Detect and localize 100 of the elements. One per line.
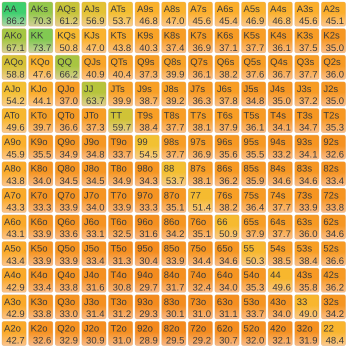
- data-label: 31.0: [192, 308, 212, 320]
- annotation: AKo: [4, 30, 22, 42]
- data-label: 37.4: [166, 42, 184, 54]
- data-label: 33.4: [32, 282, 52, 294]
- annotation: A8s: [164, 4, 180, 15]
- annotation: Q4s: [270, 57, 288, 68]
- data-label: 34.1: [272, 122, 291, 134]
- data-label: 34.0: [86, 202, 105, 214]
- data-label: 50.3: [246, 256, 264, 267]
- data-label: 36.6: [59, 122, 78, 134]
- annotation: 32s: [323, 296, 339, 308]
- annotation: T2s: [323, 110, 340, 122]
- annotation: T6s: [216, 110, 234, 122]
- annotation: K2o: [30, 323, 48, 334]
- annotation: T9o: [110, 137, 127, 148]
- annotation: 75s: [244, 190, 260, 202]
- data-label: 35.9: [246, 176, 264, 187]
- data-label: 61.2: [59, 16, 78, 28]
- data-label: 34.7: [298, 122, 318, 134]
- data-label: 33.2: [272, 149, 291, 160]
- annotation: 99: [137, 137, 148, 148]
- annotation: KQs: [57, 30, 76, 42]
- data-label: 36.0: [298, 229, 318, 240]
- data-label: 32.0: [246, 336, 264, 347]
- annotation: 82s: [323, 164, 339, 175]
- annotation: 94s: [270, 137, 286, 148]
- data-label: 50.8: [59, 42, 78, 54]
- data-label: 33.4: [86, 256, 105, 267]
- annotation: 72o: [190, 323, 206, 334]
- annotation: 65s: [244, 216, 260, 228]
- annotation: 73o: [190, 296, 206, 308]
- data-label: 33.9: [32, 229, 52, 240]
- annotation: J7o: [84, 190, 100, 202]
- data-label: 45.6: [192, 16, 212, 28]
- annotation: J6s: [216, 84, 232, 95]
- annotation: KTo: [30, 110, 47, 122]
- annotation: J3s: [296, 84, 312, 95]
- data-label: 35.5: [32, 149, 52, 160]
- annotation: QTs: [110, 57, 128, 68]
- data-label: 33.3: [139, 202, 158, 214]
- annotation: 92o: [137, 323, 153, 334]
- annotation: J8s: [164, 84, 179, 95]
- data-label: 37.3: [86, 122, 105, 134]
- annotation: 97o: [137, 190, 153, 202]
- data-label: 36.7: [272, 69, 291, 80]
- annotation: AKs: [30, 4, 48, 15]
- data-label: 47.0: [86, 42, 105, 54]
- data-label: 33.7: [112, 149, 132, 160]
- annotation: J4o: [84, 270, 100, 282]
- data-label: 39.7: [32, 122, 52, 134]
- data-label: 30.1: [166, 308, 184, 320]
- annotation: T8o: [110, 164, 127, 175]
- data-label: 43.8: [6, 176, 25, 187]
- data-label: 40.3: [139, 42, 158, 54]
- annotation: Q8o: [57, 164, 76, 175]
- annotation: Q5s: [244, 57, 262, 68]
- data-label: 38.1: [192, 176, 212, 187]
- annotation: KK: [30, 30, 44, 42]
- data-label: 40.4: [112, 69, 132, 80]
- annotation: KJs: [84, 30, 100, 42]
- data-label: 37.2: [298, 96, 318, 108]
- data-label: 37.7: [272, 202, 291, 214]
- annotation: A8o: [4, 164, 21, 175]
- data-label: 33.9: [59, 202, 78, 214]
- annotation: 72s: [323, 190, 339, 202]
- annotation: A6o: [4, 216, 21, 228]
- annotation: 75o: [190, 244, 206, 255]
- annotation: K3s: [296, 30, 314, 42]
- data-label: 34.8: [246, 96, 264, 108]
- annotation: 98o: [137, 164, 153, 175]
- data-label: 31.4: [86, 308, 105, 320]
- annotation: 43s: [296, 270, 312, 282]
- data-label: 36.3: [192, 96, 212, 108]
- data-label: 33.9: [32, 256, 52, 267]
- data-label: 44.1: [32, 96, 52, 108]
- annotation: QTo: [57, 110, 75, 122]
- data-label: 70.3: [32, 16, 52, 28]
- annotation: J5o: [84, 244, 100, 255]
- annotation: 88: [164, 164, 174, 175]
- annotation: 84o: [164, 270, 180, 282]
- annotation: A3s: [296, 4, 314, 15]
- annotation: A5o: [4, 244, 21, 255]
- annotation: J2s: [323, 84, 338, 95]
- data-label: 35.0: [326, 96, 344, 108]
- data-label: 37.6: [246, 69, 264, 80]
- data-label: 43.3: [6, 202, 25, 214]
- data-label: 34.0: [32, 176, 52, 187]
- data-label: 32.1: [272, 336, 291, 347]
- data-label: 33.1: [86, 229, 105, 240]
- data-label: 34.0: [272, 308, 291, 320]
- annotation: Q9o: [57, 137, 76, 148]
- annotation: T6o: [110, 216, 127, 228]
- data-label: 31.0: [112, 336, 132, 347]
- annotation: QJs: [84, 57, 101, 68]
- annotation: AA: [4, 4, 18, 15]
- annotation: Q3s: [296, 57, 314, 68]
- annotation: T7o: [110, 190, 127, 202]
- annotation: A9o: [4, 137, 21, 148]
- data-label: 28.9: [139, 336, 158, 347]
- annotation: Q8s: [164, 57, 182, 68]
